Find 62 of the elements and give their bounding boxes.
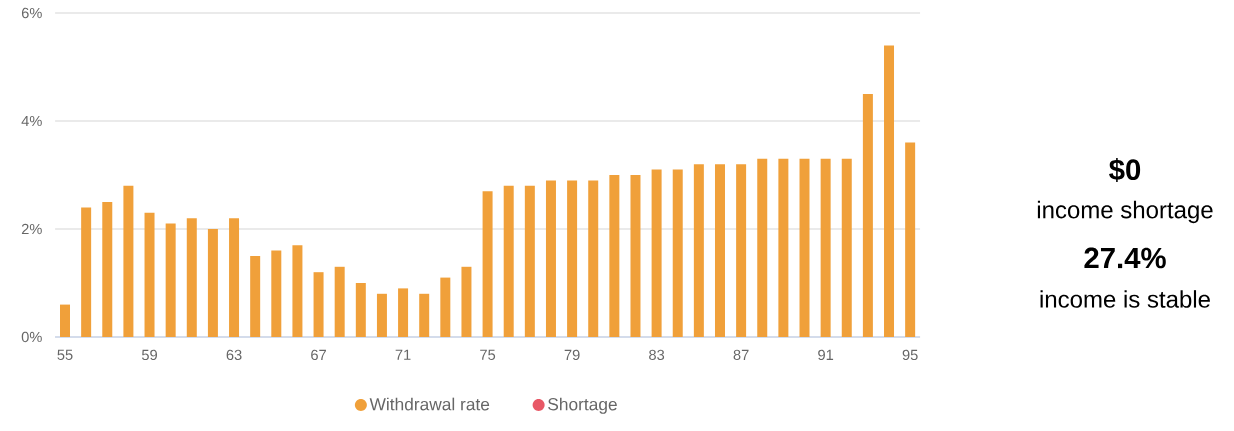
bar [672,169,683,337]
bar [799,158,810,337]
legend-label: Shortage [548,397,617,414]
bar [440,277,451,337]
bar [736,164,747,337]
bar [841,158,852,337]
bar [102,201,113,337]
x-tick-label: 71 [395,349,411,360]
bar [588,180,599,337]
x-tick-label: 87 [733,349,749,361]
x-tick-label: 95 [902,349,918,361]
bar [271,250,282,337]
bar [609,174,620,337]
x-tick-label: 75 [480,349,496,360]
text: income is stable [1040,290,1210,308]
bar [757,158,768,337]
bar [461,266,472,337]
bar [334,266,345,337]
bar [165,223,176,337]
bar [862,93,873,337]
text: income shortage [1037,200,1213,224]
bar [144,212,155,337]
bar [714,164,725,337]
y-tick-label: 0% [21,331,42,343]
bar [81,207,92,337]
y-tick-label: 2% [21,223,42,235]
x-tick-label: 79 [564,349,580,361]
legend-label: Withdrawal rate [369,397,490,411]
bar [567,180,578,337]
bar [313,272,324,337]
x-tick-label: 59 [141,349,157,361]
bar [398,288,409,337]
bar [503,185,514,337]
bar [545,180,556,337]
bar [292,245,303,337]
bar [123,185,134,337]
bar [905,142,916,337]
bar [820,158,831,337]
text: $0 [1109,158,1141,182]
bar [376,293,387,337]
bar [630,174,641,337]
x-tick-label: 63 [226,349,242,361]
bar [884,45,895,337]
x-tick-label: 55 [57,349,73,360]
y-tick-label: 4% [21,115,42,127]
bar [693,164,704,337]
x-tick-label: 67 [311,349,326,361]
x-tick-label: 91 [818,349,834,361]
bar [229,218,240,337]
x-tick-label: 83 [649,349,665,361]
bar [186,218,197,337]
bar [250,255,261,337]
bar [778,158,789,337]
bar [419,293,430,337]
bar [482,191,493,337]
bar [651,169,662,337]
y-tick-label: 6% [21,7,42,19]
text: 27.4% [1084,247,1166,269]
bar [60,304,71,337]
bar [524,185,535,337]
bar [355,282,366,337]
bar [207,228,218,337]
